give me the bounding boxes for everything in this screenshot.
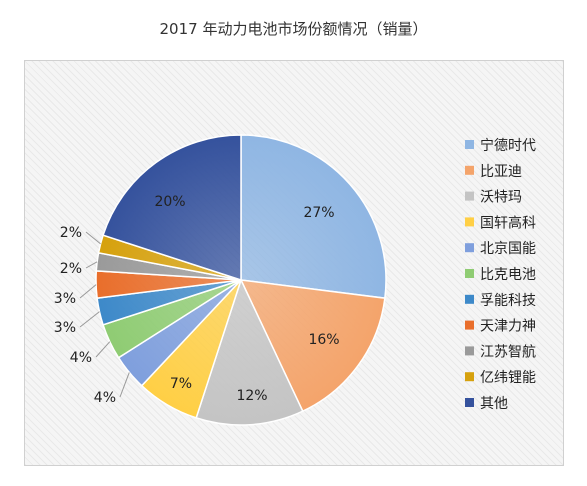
- legend-label-1: 宁德时代: [480, 137, 536, 154]
- legend-swatch-9: [465, 346, 474, 356]
- data-label-3: 12%: [236, 388, 267, 404]
- data-label-8: 3%: [54, 291, 76, 307]
- pie-slice-1: [240, 134, 387, 300]
- data-label-1: 27%: [303, 205, 334, 221]
- data-label-10: 2%: [60, 225, 82, 241]
- legend-label-3: 沃特玛: [480, 190, 522, 206]
- data-label-2: 16%: [308, 332, 339, 348]
- pie-slice-3: [195, 277, 304, 426]
- legend-label-8: 天津力神: [480, 319, 536, 335]
- leader-line-10: [85, 231, 101, 245]
- leader-line-5: [119, 372, 130, 398]
- legend-label-10: 亿纬锂能: [480, 370, 536, 386]
- legend-label-5: 北京国能: [480, 241, 536, 257]
- legend-label-9: 江苏智航: [480, 344, 536, 360]
- data-label-9: 2%: [60, 261, 82, 277]
- legend-swatch-6: [465, 269, 474, 278]
- data-label-6: 4%: [70, 350, 92, 366]
- legend-label-6: 比克电池: [480, 267, 536, 283]
- chart-title: 2017 年动力电池市场份额情况（销量）: [159, 20, 428, 38]
- legend-label-7: 孚能科技: [480, 293, 536, 309]
- pie-slice-2: [239, 279, 386, 413]
- data-label-11: 20%: [154, 194, 185, 210]
- data-label-4: 7%: [170, 376, 192, 392]
- pie-slice-11: [102, 134, 242, 282]
- legend-label-2: 比亚迪: [480, 164, 522, 180]
- legend-label-4: 国轩高科: [480, 214, 536, 231]
- legend-swatch-4: [465, 217, 474, 227]
- data-label-5: 4%: [94, 390, 116, 406]
- legend-swatch-1: [465, 140, 474, 149]
- leader-line-6: [95, 341, 111, 358]
- legend-swatch-8: [465, 320, 474, 330]
- legend-swatch-10: [465, 372, 474, 382]
- leader-line-7: [79, 311, 100, 328]
- legend-label-11: 其他: [480, 396, 508, 412]
- legend-swatch-11: [465, 398, 474, 407]
- legend-swatch-7: [465, 294, 474, 304]
- legend-swatch-5: [465, 243, 474, 253]
- data-label-7: 3%: [54, 320, 76, 336]
- leader-line-8: [79, 284, 97, 299]
- legend-swatch-2: [465, 165, 474, 175]
- legend-swatch-3: [465, 191, 474, 201]
- leader-line-9: [85, 261, 98, 269]
